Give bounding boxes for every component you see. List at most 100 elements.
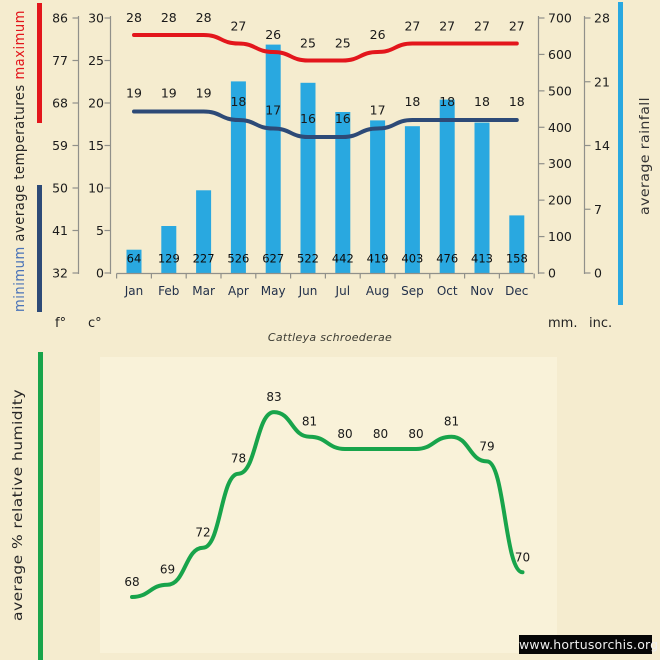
temperature-data-labels: 28 28 28 27 26 25 25 26 27 27 27 27 19 19 19 18 17 16 16 17… [126, 10, 525, 126]
rainfall-data-labels: 64 129 227 526 627 522 442 419 403 476 413 158 [127, 252, 528, 266]
svg-text:72: 72 [195, 526, 210, 540]
svg-text:81: 81 [302, 415, 317, 429]
svg-text:27: 27 [509, 19, 525, 34]
rainfall-bar [265, 44, 281, 273]
svg-text:19: 19 [126, 86, 142, 101]
month-label: Jul [335, 284, 350, 298]
humidity-chart: average % relative humidity 68 69 72 78 83 81 8… [10, 352, 557, 660]
svg-text:28: 28 [161, 10, 177, 25]
svg-text:158: 158 [506, 252, 528, 266]
svg-text:19: 19 [161, 86, 177, 101]
millimeters-axis: 700 600 500 400 300 200 100 0 [537, 11, 572, 281]
svg-text:18: 18 [439, 94, 455, 109]
svg-text:26: 26 [370, 27, 386, 42]
rainfall-bar [474, 122, 490, 273]
svg-text:80: 80 [373, 427, 388, 441]
fahrenheit-unit-label: f° [55, 316, 66, 331]
svg-text:70: 70 [515, 550, 530, 564]
svg-text:200: 200 [548, 193, 572, 208]
svg-text:227: 227 [193, 252, 215, 266]
svg-text:400: 400 [548, 120, 572, 135]
svg-text:522: 522 [297, 252, 319, 266]
rainfall-legend-bar [618, 2, 623, 305]
rainfall-bar [335, 112, 351, 273]
svg-text:83: 83 [266, 390, 281, 404]
svg-text:700: 700 [548, 11, 572, 26]
svg-text:68: 68 [52, 96, 68, 111]
svg-text:442: 442 [332, 252, 354, 266]
month-label: Apr [228, 284, 249, 298]
svg-text:80: 80 [337, 427, 352, 441]
svg-text:78: 78 [231, 452, 246, 466]
svg-text:28: 28 [126, 10, 142, 25]
svg-text:27: 27 [474, 19, 490, 34]
rainfall-bar [196, 190, 212, 273]
svg-text:21: 21 [594, 74, 610, 89]
month-label: Dec [505, 284, 528, 298]
svg-text:68: 68 [124, 575, 139, 589]
svg-text:19: 19 [196, 86, 212, 101]
month-label: Jan [124, 284, 144, 298]
svg-text:79: 79 [479, 439, 494, 453]
rainfall-bar [230, 81, 246, 274]
svg-text:28: 28 [594, 11, 610, 26]
rainfall-bar [300, 82, 316, 273]
svg-text:50: 50 [52, 181, 68, 196]
svg-text:0: 0 [548, 266, 556, 281]
svg-text:5: 5 [96, 223, 104, 238]
month-label: Mar [192, 284, 215, 298]
svg-text:59: 59 [52, 138, 68, 153]
rainfall-bar [126, 249, 142, 273]
svg-text:15: 15 [88, 138, 104, 153]
svg-text:18: 18 [509, 94, 525, 109]
svg-text:10: 10 [88, 181, 104, 196]
svg-text:0: 0 [594, 266, 602, 281]
humidity-legend-bar [38, 352, 43, 660]
svg-text:27: 27 [439, 19, 455, 34]
svg-text:77: 77 [52, 53, 68, 68]
month-label: May [261, 284, 286, 298]
svg-text:100: 100 [548, 229, 572, 244]
svg-text:32: 32 [52, 266, 68, 281]
month-label: Aug [366, 284, 389, 298]
svg-text:129: 129 [158, 252, 180, 266]
svg-text:403: 403 [401, 252, 423, 266]
svg-text:28: 28 [196, 10, 212, 25]
humidity-data-labels: 68 69 72 78 83 81 80 80 80 81 79 70 [124, 390, 530, 589]
maximum-legend-bar [37, 3, 42, 123]
watermark: www.hortusorchis.org [519, 635, 659, 654]
min-temperature-line [132, 109, 519, 140]
month-label: Sep [401, 284, 424, 298]
svg-text:600: 600 [548, 47, 572, 62]
rainfall-axis-side-label: average rainfall [637, 97, 653, 215]
svg-text:80: 80 [408, 427, 423, 441]
species-title: Cattleya schroederae [267, 331, 393, 344]
svg-text:30: 30 [88, 11, 104, 26]
svg-text:25: 25 [300, 36, 316, 51]
svg-text:17: 17 [370, 103, 386, 118]
svg-text:27: 27 [230, 19, 246, 34]
humidity-axis-side-label: average % relative humidity [10, 389, 26, 621]
humidity-plot-area [100, 357, 557, 653]
millimeters-unit-label: mm. [548, 316, 577, 331]
max-temperature-line [132, 33, 519, 63]
inches-unit-label: inc. [589, 316, 612, 331]
month-label: Jun [298, 284, 318, 298]
celsius-axis: 30 25 20 15 10 5 0 [88, 11, 112, 281]
svg-text:14: 14 [594, 138, 610, 153]
inches-axis: 28 21 14 7 0 [583, 11, 610, 281]
rainfall-bar [370, 120, 386, 274]
month-label: Oct [437, 284, 458, 298]
rainfall-bar [439, 99, 455, 273]
svg-text:300: 300 [548, 156, 572, 171]
svg-text:419: 419 [367, 252, 389, 266]
svg-text:16: 16 [300, 111, 316, 126]
svg-text:64: 64 [127, 252, 142, 266]
svg-text:7: 7 [594, 202, 602, 217]
celsius-unit-label: c° [88, 316, 102, 331]
svg-text:27: 27 [404, 19, 420, 34]
svg-text:25: 25 [88, 53, 104, 68]
rainfall-bar [509, 215, 525, 273]
svg-text:86: 86 [52, 11, 68, 26]
svg-text:18: 18 [474, 94, 490, 109]
